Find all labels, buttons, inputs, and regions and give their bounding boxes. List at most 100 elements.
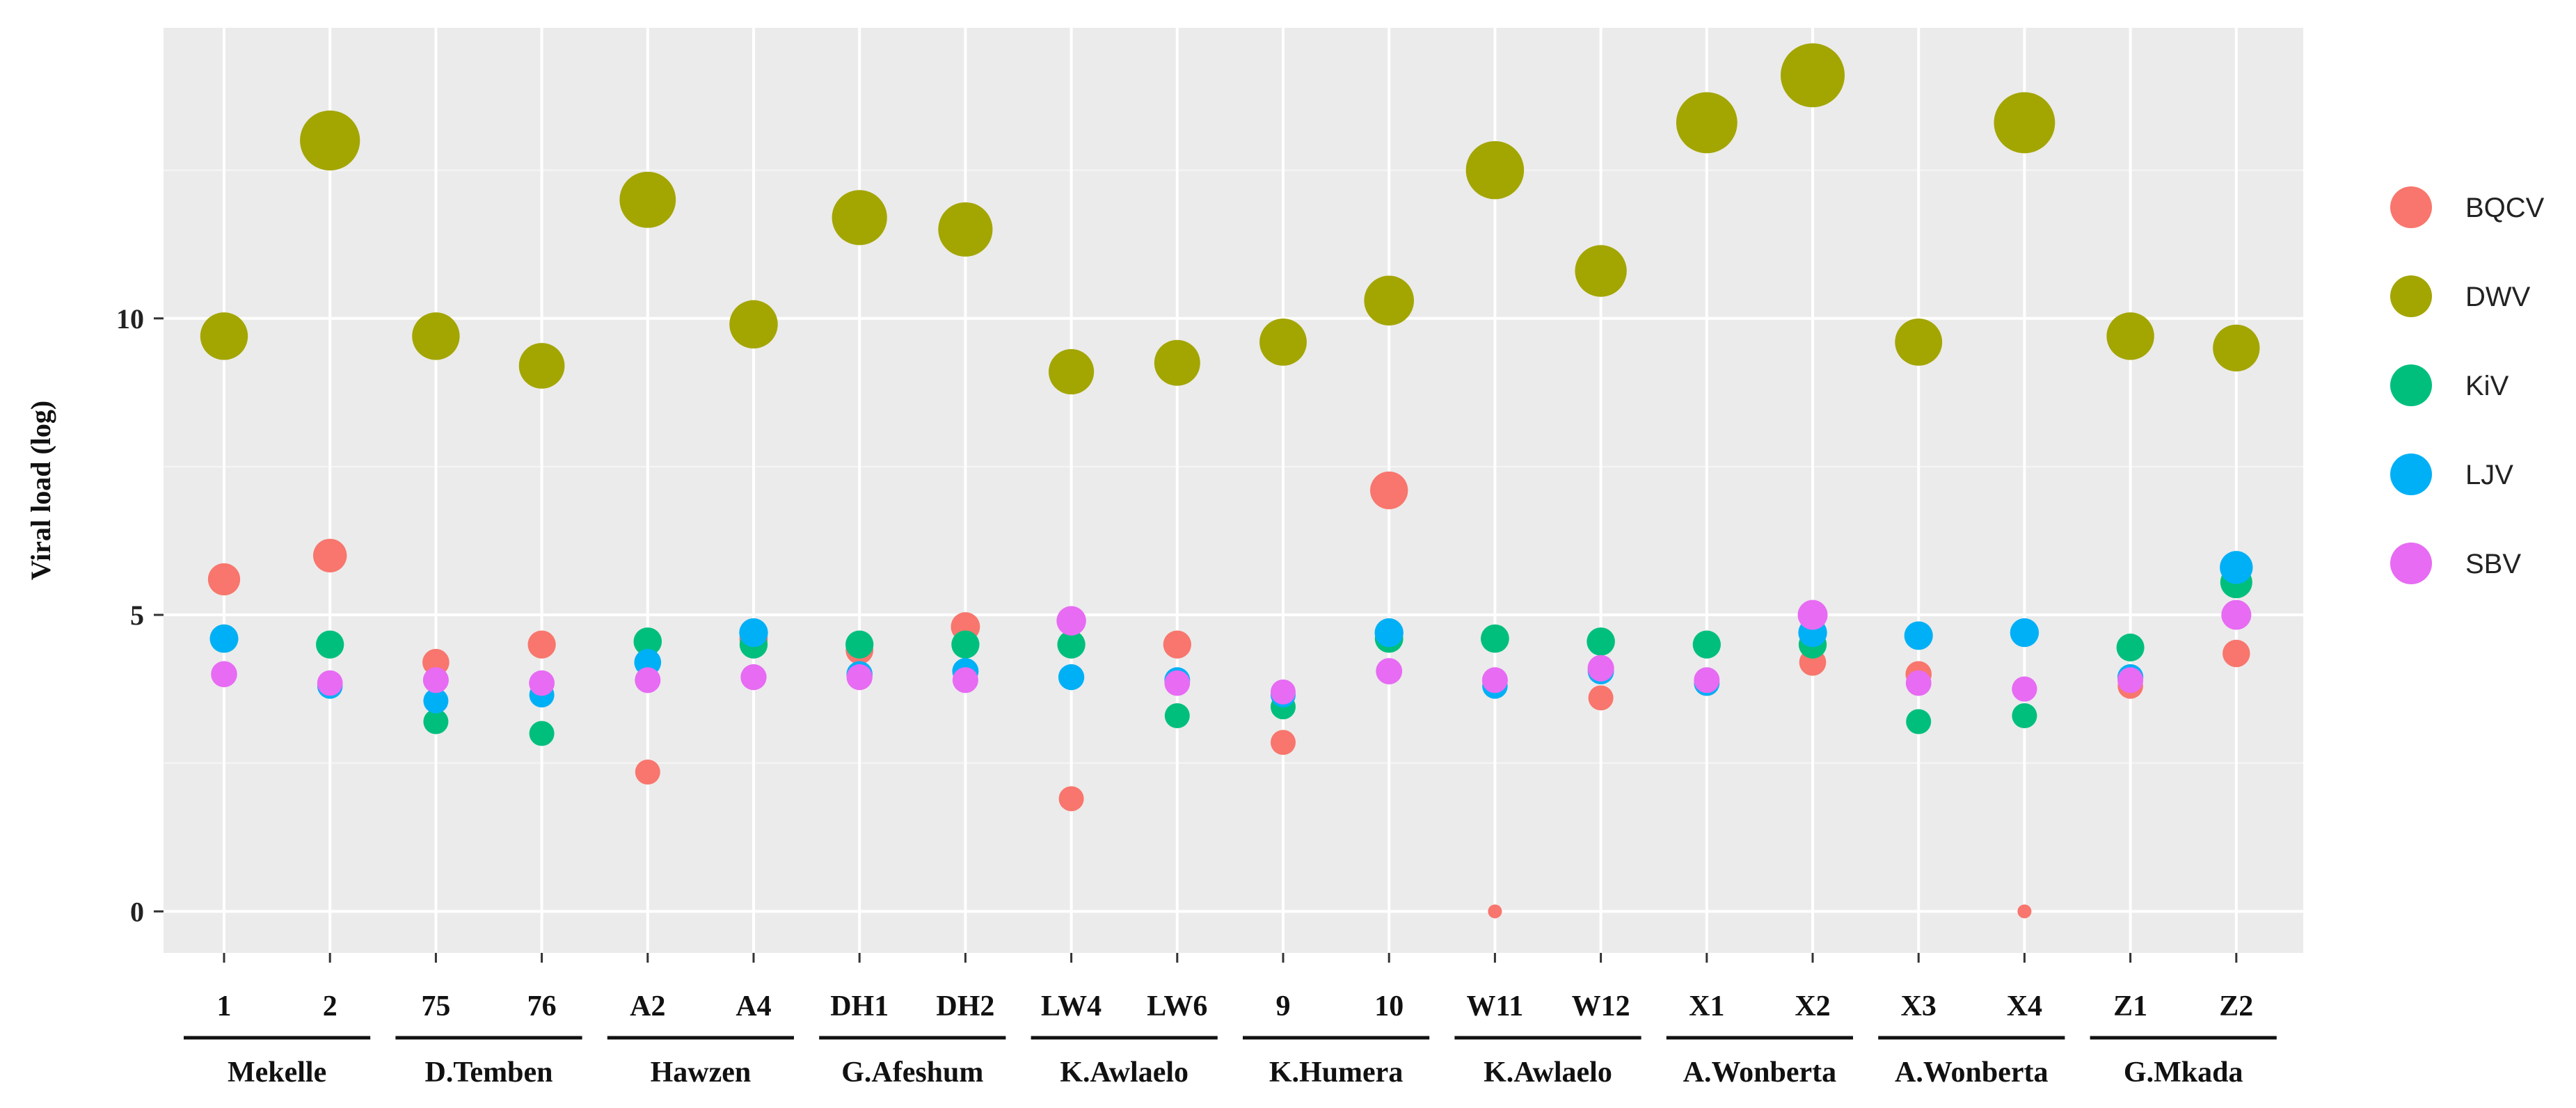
point-sbv [2117,667,2144,693]
point-sbv [1587,655,1614,682]
point-kiv [845,630,874,659]
legend-key-kiv [2390,364,2432,406]
point-dwv [1259,318,1307,366]
group-label: Hawzen [651,1057,752,1089]
y-axis-label: Viral load (log) [25,401,56,581]
group-label: G.Mkada [2124,1057,2243,1089]
point-bqcv [1588,685,1614,711]
group-label: A.Wonberta [1683,1057,1837,1089]
point-dwv [619,171,676,228]
data-points [200,43,2260,919]
y-tick-label: 10 [116,303,144,335]
group-label: G.Afeshum [841,1057,983,1089]
plot-background [164,28,2303,953]
point-sbv [2012,676,2037,702]
point-dwv [1049,348,1095,395]
x-tick-label: W11 [1467,990,1524,1022]
point-bqcv [635,759,660,785]
x-tick-label: A2 [630,990,665,1022]
point-ljv [1904,621,1933,650]
x-tick-label: DH2 [936,990,994,1022]
grid-minor [164,169,2303,764]
point-bqcv [1488,904,1502,919]
group-label: K.Awlaelo [1484,1057,1612,1089]
point-kiv [423,709,449,734]
point-dwv [1154,339,1200,386]
x-tick-label: X2 [1795,990,1830,1022]
point-dwv [1994,92,2056,154]
legend-label: LJV [2465,460,2513,490]
point-dwv [2213,324,2260,372]
group-labels: Mekelle D.Temben Hawzen G.Afeshum K.Awlaelo K… [184,1036,2277,1089]
x-tick-label: 76 [527,990,557,1022]
x-tick-label: X3 [1901,990,1937,1022]
x-tick-label: 75 [421,990,450,1022]
point-bqcv [1163,630,1191,659]
point-sbv [846,664,873,691]
x-tick-label: LW6 [1147,990,1207,1022]
point-dwv [1781,43,1845,108]
x-tick-label: X1 [1689,990,1724,1022]
x-axis: 1 2 75 76 A2 A4 DH1 DH2 LW4 LW6 9 10 W11 W12 X1 X2 X3 X4 Z… [217,953,2253,1022]
legend-label: DWV [2465,282,2531,312]
point-sbv [1797,600,1828,630]
point-kiv [1906,709,1932,734]
point-dwv [832,190,887,246]
legend-label: SBV [2465,549,2521,579]
point-sbv [1694,667,1720,693]
group-label: D.Temben [425,1057,553,1089]
point-dwv [938,202,993,257]
point-sbv [1271,679,1296,705]
point-sbv [1905,670,1932,696]
point-kiv [633,627,662,656]
point-bqcv [207,563,241,596]
point-dwv [300,110,360,171]
x-tick-label: W12 [1572,990,1630,1022]
x-tick-label: 1 [217,990,232,1022]
point-dwv [1465,140,1525,200]
point-bqcv [313,538,347,572]
point-kiv [2012,702,2037,728]
point-ljv [1058,664,1085,691]
point-ljv [739,618,768,648]
point-sbv [211,661,237,688]
point-dwv [200,312,248,360]
point-kiv [951,630,980,659]
point-dwv [518,343,565,389]
point-bqcv [2017,904,2032,919]
legend-key-ljv [2390,453,2432,495]
x-tick-label: LW4 [1041,990,1102,1022]
point-kiv [1692,630,1721,659]
point-sbv [317,670,343,696]
point-sbv [1376,658,1403,684]
x-tick-label: 2 [323,990,337,1022]
y-tick-label: 5 [130,600,144,631]
point-kiv [1057,630,1086,659]
point-dwv [729,300,778,349]
group-label: K.Humera [1269,1057,1403,1089]
x-tick-label: Z1 [2113,990,2147,1022]
group-label: K.Awlaelo [1060,1057,1188,1089]
point-sbv [740,664,767,691]
point-kiv [316,630,344,659]
point-kiv [2116,633,2145,661]
legend-label: BQCV [2465,193,2545,223]
x-tick-label: 9 [1276,990,1291,1022]
x-tick-label: 10 [1374,990,1404,1022]
point-bqcv [1058,786,1084,812]
point-dwv [1364,275,1415,326]
point-sbv [952,667,978,693]
point-ljv [2010,618,2040,648]
point-bqcv [422,648,450,676]
point-sbv [529,670,555,696]
point-ljv [423,688,449,714]
y-tick-label: 0 [130,896,144,927]
point-bqcv [1271,730,1296,755]
legend-key-dwv [2390,275,2432,317]
point-sbv [1056,606,1086,636]
group-label: A.Wonberta [1895,1057,2049,1089]
y-axis: 0 5 10 [116,303,164,927]
point-ljv [209,624,239,653]
legend-key-bqcv [2390,186,2432,228]
